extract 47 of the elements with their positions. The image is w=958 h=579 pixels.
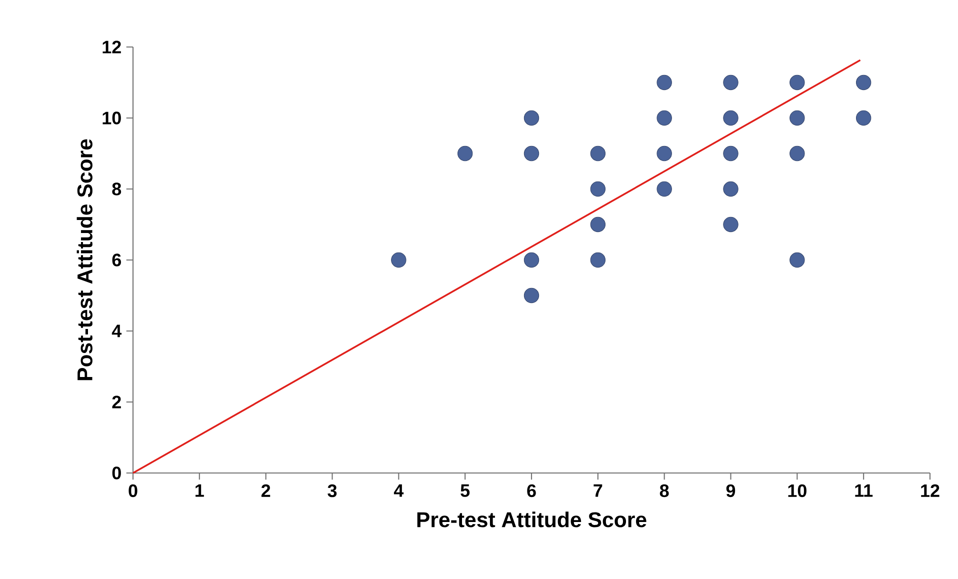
point — [723, 181, 738, 197]
y-tick-label: 12 — [102, 40, 121, 54]
x-tick-label: 8 — [660, 484, 669, 498]
point — [790, 252, 805, 268]
x-tick-label: 11 — [855, 484, 873, 497]
x-tick-label: 0 — [128, 484, 138, 498]
y-tick-label: 8 — [112, 182, 122, 196]
point — [856, 110, 872, 126]
x-tick-label: 7 — [594, 484, 602, 497]
point — [590, 181, 606, 197]
point — [723, 146, 738, 162]
point — [723, 110, 738, 126]
x-tick-label: 3 — [328, 484, 337, 498]
x-tick-label: 12 — [921, 484, 940, 497]
point — [457, 146, 473, 162]
point — [590, 146, 606, 162]
point — [856, 74, 872, 90]
x-tick-label: 4 — [394, 484, 404, 497]
x-tick-label: 10 — [788, 484, 806, 498]
y-tick-label: 0 — [112, 466, 121, 480]
point — [790, 110, 805, 126]
point — [790, 74, 805, 90]
x-tick-label: 5 — [460, 484, 470, 497]
y-tick-label: 4 — [112, 324, 122, 338]
point — [524, 288, 540, 304]
y-tick-label: 10 — [102, 112, 121, 124]
x-tick-label: 6 — [527, 484, 536, 498]
point — [656, 146, 672, 162]
y-tick-label: 2 — [112, 396, 121, 408]
point — [723, 216, 738, 232]
x-tick-label: 9 — [726, 484, 736, 498]
point — [656, 110, 672, 126]
x-tick-label: 2 — [261, 484, 270, 497]
x-axis-title: Pre-test Attitude Score — [417, 512, 646, 528]
point — [524, 146, 540, 162]
point — [391, 252, 406, 268]
point — [656, 181, 672, 197]
point — [656, 74, 672, 90]
y-axis-title: Post-test Attitude Score — [76, 139, 92, 380]
point — [723, 74, 738, 90]
point — [590, 216, 606, 232]
point — [524, 252, 540, 268]
point — [790, 146, 805, 162]
point — [524, 110, 540, 126]
y-tick-label: 6 — [112, 254, 121, 266]
x-tick-label: 1 — [196, 484, 204, 497]
point — [590, 252, 606, 268]
